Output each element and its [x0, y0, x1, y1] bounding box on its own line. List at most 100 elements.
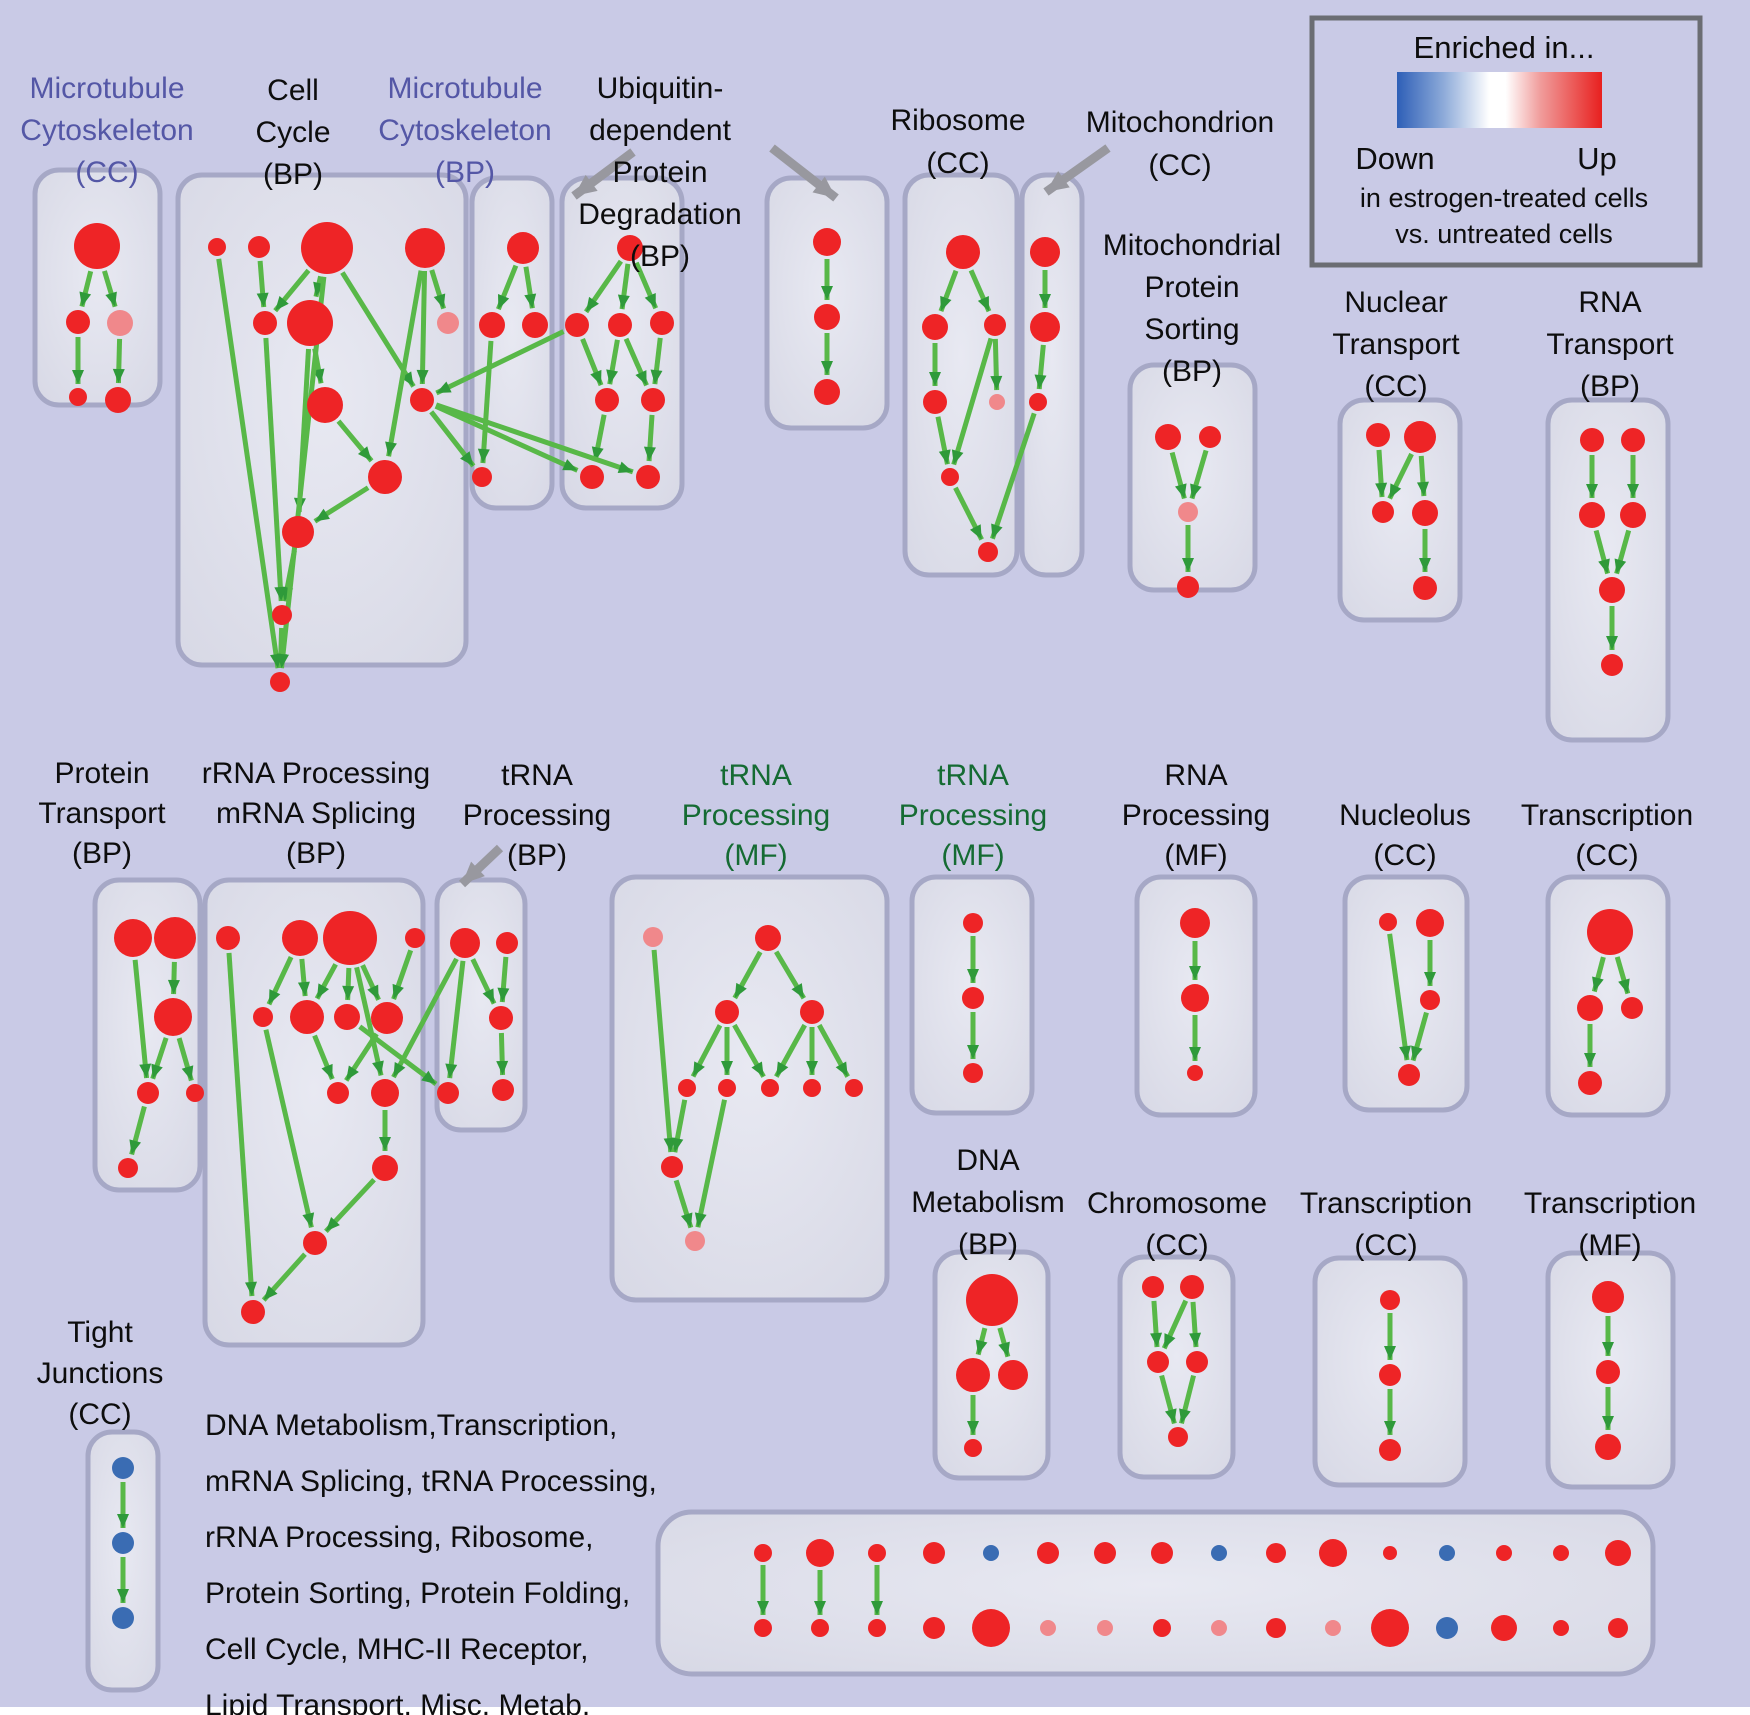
footnote-line-3: Protein Sorting, Protein Folding,: [205, 1577, 630, 1610]
ubiq1-label-line-2: Protein: [612, 156, 707, 189]
mito-node-0: [1030, 237, 1060, 267]
pt-label-line-1: Transport: [38, 797, 166, 830]
nuct-edge-0-2: [1375, 449, 1388, 498]
ribosome-node-4: [989, 394, 1005, 410]
chrom-node-3: [1186, 1351, 1208, 1373]
nuct-node-3: [1412, 500, 1438, 526]
mps-node-3: [1177, 576, 1199, 598]
nuct-label-line-2: (CC): [1364, 370, 1427, 403]
misc-node-top-8: [1211, 1545, 1227, 1561]
mtcc-node-0: [74, 223, 120, 269]
ribosome-edge-0-1: [938, 269, 959, 312]
cellcycle-edge-3-6: [429, 269, 446, 310]
rnap-node-2: [1187, 1065, 1203, 1081]
cross-edge-ubiq11-cellcycle7: [435, 329, 565, 396]
cellcycle-label-line-1: Cycle: [255, 116, 330, 149]
cellcycle-node-9: [368, 460, 402, 494]
mtcc-edge-0-1: [79, 270, 94, 308]
misc-node-bottom-7: [1153, 1619, 1171, 1637]
ribosome-node-5: [941, 468, 959, 486]
nucl-label-line-1: (CC): [1373, 839, 1436, 872]
rnap-label-line-2: (MF): [1164, 839, 1227, 872]
pt-node-3: [137, 1082, 159, 1104]
mf1-label-line-2: (MF): [724, 839, 787, 872]
misc-node-bottom-6: [1097, 1620, 1113, 1636]
mf1-label-line-0: tRNA: [720, 759, 792, 792]
mf1-node-10: [685, 1231, 705, 1251]
dnam-edge-0-1: [975, 1327, 988, 1356]
misc-node-bottom-4: [972, 1609, 1010, 1647]
dnam-node-1: [956, 1358, 990, 1392]
mf2-node-0: [963, 913, 983, 933]
ubiq1-edge-0-3: [633, 261, 659, 310]
mf1-node-0: [643, 927, 663, 947]
rnat-edge-3-4: [1614, 529, 1632, 575]
rrna-node-1: [282, 920, 318, 956]
nuct-node-0: [1366, 423, 1390, 447]
rnat-label-line-2: (BP): [1580, 370, 1640, 403]
mtcc-node-4: [105, 387, 131, 413]
rrna-edge-5-8: [312, 1034, 335, 1081]
ribosome-edge-2-4: [990, 338, 1003, 391]
ubiq2-node-0: [813, 228, 841, 256]
mito-label-line-1: (CC): [1148, 149, 1211, 182]
txcc1-cluster-box: [1545, 874, 1671, 1118]
ribosome-label-line-1: (CC): [926, 147, 989, 180]
txcc2-node-2: [1379, 1439, 1401, 1461]
legend-down-label: Down: [1355, 141, 1434, 176]
txcc2-label-line-0: Transcription: [1300, 1187, 1472, 1220]
legend-subtitle-2: vs. untreated cells: [1395, 219, 1613, 249]
rrna-edge-4-11: [263, 1029, 315, 1228]
mito-node-1: [1030, 312, 1060, 342]
footnote-line-1: mRNA Splicing, tRNA Processing,: [205, 1465, 657, 1498]
rrna-edge-2-7: [360, 964, 381, 1001]
mf1-edge-1-2: [732, 950, 763, 1000]
tbp-edge-2-4: [496, 1032, 509, 1076]
tbp-node-4: [492, 1079, 514, 1101]
pt-edge-0-3: [132, 959, 152, 1079]
dnam-label-line-1: Metabolism: [911, 1186, 1064, 1219]
ribosome-edge-5-6: [953, 486, 984, 541]
chrom-edge-3-4: [1179, 1374, 1196, 1425]
nucl-node-0: [1379, 913, 1397, 931]
rnap-label-line-1: Processing: [1122, 799, 1270, 832]
ubiq1-edge-0-1: [584, 259, 623, 314]
rrna-node-9: [371, 1079, 399, 1107]
rnap-label-line-0: RNA: [1164, 759, 1227, 792]
mf1-node-4: [678, 1079, 696, 1097]
misc-node-top-11: [1383, 1546, 1397, 1560]
nuct-node-2: [1372, 501, 1394, 523]
mps-edge-0-2: [1169, 451, 1187, 500]
txmf-node-2: [1595, 1434, 1621, 1460]
dnam-label-line-2: (BP): [958, 1228, 1018, 1261]
footnote-line-5: Lipid Transport, Misc. Metab.: [205, 1689, 590, 1715]
mf2-label-line-2: (MF): [941, 839, 1004, 872]
misc-node-bottom-12: [1436, 1617, 1458, 1639]
misc-node-bottom-8: [1211, 1620, 1227, 1636]
nuct-label-line-1: Transport: [1332, 328, 1460, 361]
ubiq1-edge-2-4: [606, 339, 620, 385]
misc-node-top-7: [1151, 1542, 1173, 1564]
misc-node-bottom-1: [811, 1619, 829, 1637]
ubiq1-node-7: [636, 465, 660, 489]
tbp-label-line-0: tRNA: [501, 759, 573, 792]
rnat-label-line-0: RNA: [1578, 286, 1641, 319]
dnam-edge-0-2: [997, 1327, 1011, 1358]
nucl-edge-0-3: [1387, 933, 1412, 1061]
tj-label-line-2: (CC): [68, 1398, 131, 1431]
tj-label-line-0: Tight: [67, 1316, 133, 1349]
misc-node-top-0: [754, 1544, 772, 1562]
cross-edge-tbp0-rrna9: [391, 957, 459, 1079]
ubiq2-node-2: [814, 379, 840, 405]
cross-edge-cellcycle7-ubiq17: [435, 402, 634, 475]
legend-up-label: Up: [1577, 141, 1617, 176]
mtbp-node-3: [472, 467, 492, 487]
cellcycle-node-2: [301, 222, 353, 274]
misc-node-bottom-13: [1491, 1615, 1517, 1641]
rrna-edge-2-9: [354, 966, 384, 1076]
cellcycle-node-8: [307, 387, 343, 423]
cellcycle-node-7: [410, 388, 434, 412]
rrna-node-10: [372, 1155, 398, 1181]
mtbp-node-1: [479, 312, 505, 338]
